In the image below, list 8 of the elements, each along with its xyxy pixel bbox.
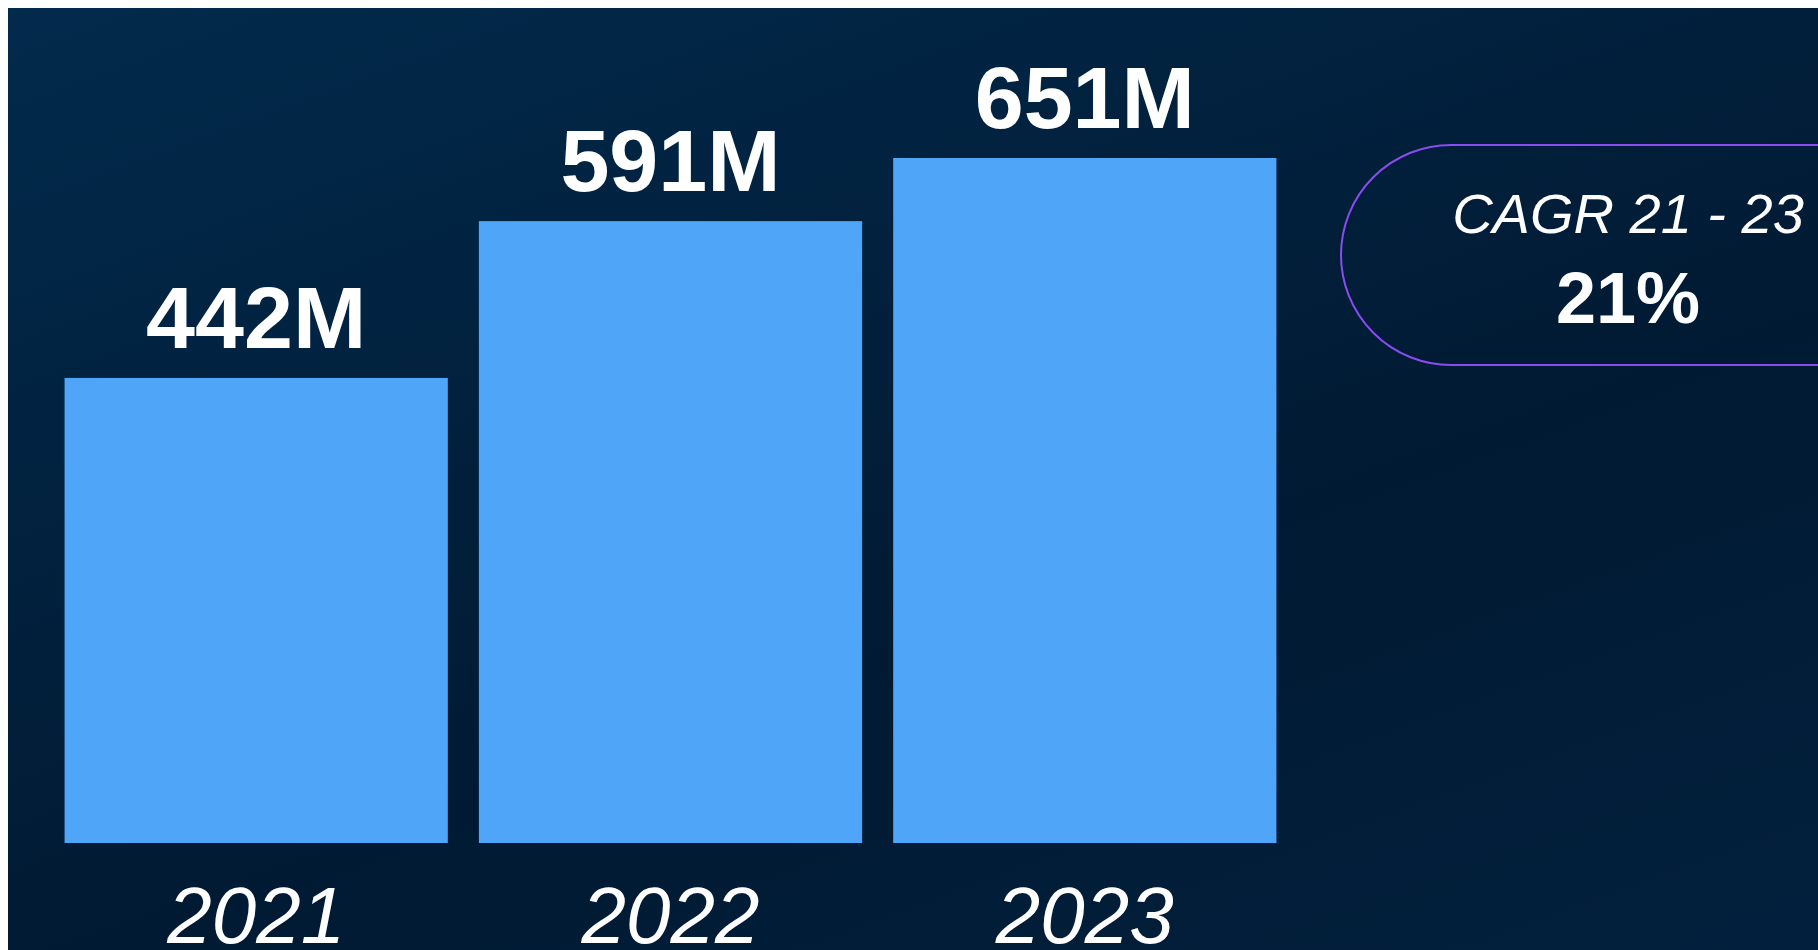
text: CAGR 21 - 23 bbox=[1452, 182, 1804, 245]
data-label: 651M bbox=[974, 48, 1195, 147]
x-tick-label: 2023 bbox=[994, 871, 1174, 950]
text: 21% bbox=[1555, 258, 1701, 338]
x-tick-label: 2022 bbox=[580, 871, 760, 950]
data-label: 591M bbox=[560, 111, 781, 211]
data-label: 442M bbox=[146, 267, 367, 367]
x-tick-label: 2021 bbox=[166, 871, 346, 950]
